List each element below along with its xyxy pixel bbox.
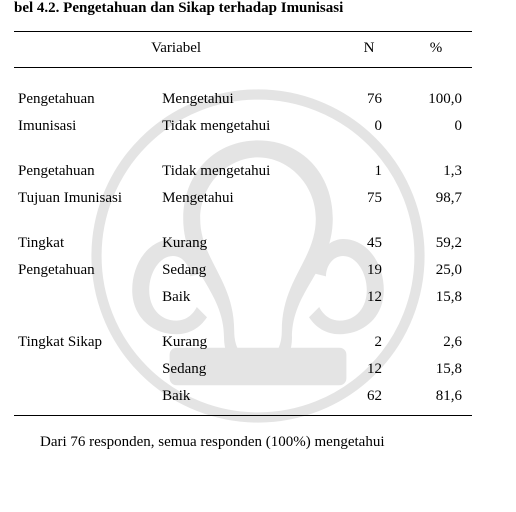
cell-sub: Tidak mengetahui xyxy=(158,158,338,185)
cell-pct: 15,8 xyxy=(400,284,472,311)
header-n: N xyxy=(338,32,400,68)
cell-pct: 2,6 xyxy=(400,329,472,356)
table-title: bel 4.2. Pengetahuan dan Sikap terhadap … xyxy=(14,0,472,17)
cell-n: 2 xyxy=(338,329,400,356)
table-row: Pengetahuan Sedang 19 25,0 xyxy=(14,257,472,284)
cell-label: Pengetahuan xyxy=(14,158,158,185)
cell-pct: 15,8 xyxy=(400,356,472,383)
table-row: Tingkat Sikap Kurang 2 2,6 xyxy=(14,329,472,356)
cell-n: 12 xyxy=(338,356,400,383)
table-row: Baik 62 81,6 xyxy=(14,383,472,416)
cell-pct: 59,2 xyxy=(400,230,472,257)
table-row: Pengetahuan Tidak mengetahui 1 1,3 xyxy=(14,158,472,185)
cell-label: Tingkat xyxy=(14,230,158,257)
cell-sub: Baik xyxy=(158,284,338,311)
cell-sub: Baik xyxy=(158,383,338,416)
table-row: Sedang 12 15,8 xyxy=(14,356,472,383)
header-variable: Variabel xyxy=(14,32,338,68)
cell-n: 45 xyxy=(338,230,400,257)
data-table: Variabel N % Pengetahuan Mengetahui 76 1… xyxy=(14,31,472,416)
cell-sub: Sedang xyxy=(158,356,338,383)
cell-n: 19 xyxy=(338,257,400,284)
cell-n: 75 xyxy=(338,185,400,212)
cell-pct: 98,7 xyxy=(400,185,472,212)
cell-label: Pengetahuan xyxy=(14,257,158,284)
table-row: Baik 12 15,8 xyxy=(14,284,472,311)
cell-pct: 100,0 xyxy=(400,86,472,113)
cell-n: 0 xyxy=(338,113,400,140)
cell-sub: Tidak mengetahui xyxy=(158,113,338,140)
cell-label: Tujuan Imunisasi xyxy=(14,185,158,212)
cell-sub: Kurang xyxy=(158,230,338,257)
cell-label xyxy=(14,383,158,416)
cell-pct: 1,3 xyxy=(400,158,472,185)
cell-label xyxy=(14,356,158,383)
cell-label: Imunisasi xyxy=(14,113,158,140)
cell-label: Pengetahuan xyxy=(14,86,158,113)
table-row: Pengetahuan Mengetahui 76 100,0 xyxy=(14,86,472,113)
cell-sub: Kurang xyxy=(158,329,338,356)
header-pct: % xyxy=(400,32,472,68)
cell-pct: 81,6 xyxy=(400,383,472,416)
cell-sub: Sedang xyxy=(158,257,338,284)
cell-label: Tingkat Sikap xyxy=(14,329,158,356)
cell-n: 62 xyxy=(338,383,400,416)
cell-pct: 25,0 xyxy=(400,257,472,284)
cell-n: 12 xyxy=(338,284,400,311)
table-row: Tingkat Kurang 45 59,2 xyxy=(14,230,472,257)
cell-label xyxy=(14,284,158,311)
cell-n: 1 xyxy=(338,158,400,185)
cell-n: 76 xyxy=(338,86,400,113)
table-row: Imunisasi Tidak mengetahui 0 0 xyxy=(14,113,472,140)
cell-sub: Mengetahui xyxy=(158,86,338,113)
footer-text: Dari 76 responden, semua responden (100%… xyxy=(14,434,472,451)
table-row: Tujuan Imunisasi Mengetahui 75 98,7 xyxy=(14,185,472,212)
cell-sub: Mengetahui xyxy=(158,185,338,212)
cell-pct: 0 xyxy=(400,113,472,140)
